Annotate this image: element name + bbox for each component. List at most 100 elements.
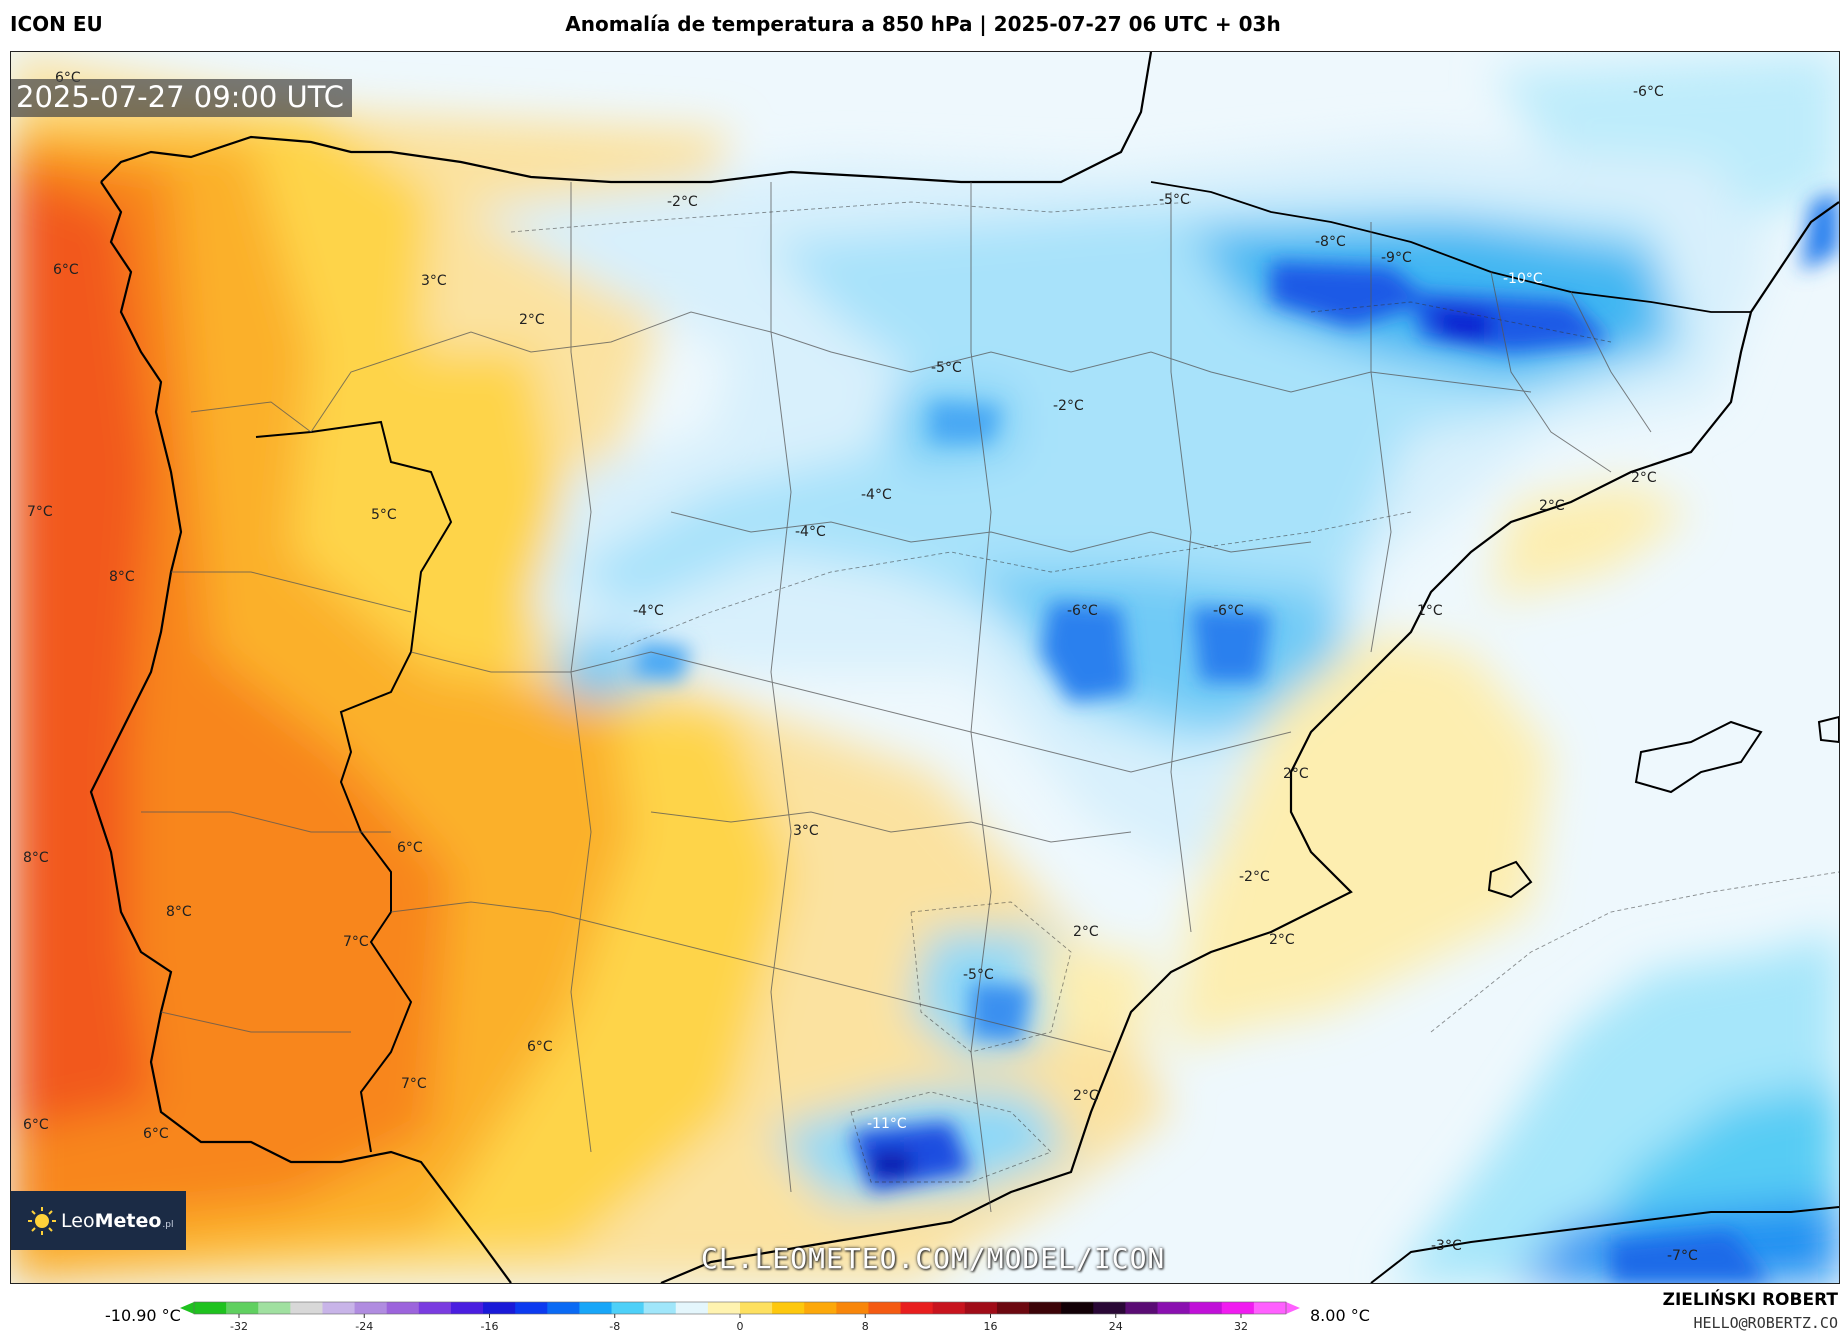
temp-label: 7°C	[27, 504, 53, 520]
coastline-north	[100, 52, 1153, 184]
temp-label: -2°C	[1239, 869, 1270, 885]
colorbar-swatch	[290, 1302, 324, 1314]
temp-label: -5°C	[931, 360, 962, 376]
temp-label: -4°C	[633, 603, 664, 619]
colorbar: -32 -24 -16 -8 0 8 16 24 32	[180, 1301, 1300, 1333]
temp-label: -5°C	[1159, 192, 1190, 208]
temp-label: 8°C	[23, 850, 49, 866]
temp-label: 3°C	[421, 273, 447, 289]
mallorca	[1634, 720, 1763, 794]
temp-label: 6°C	[23, 1117, 49, 1133]
colorbar-swatch	[996, 1302, 1030, 1314]
colorbar-swatch	[643, 1302, 677, 1314]
colorbar-swatch	[579, 1302, 613, 1314]
colorbar-swatch	[1253, 1302, 1287, 1314]
colorbar-tick-label: -24	[355, 1320, 373, 1333]
temp-label: -2°C	[667, 194, 698, 210]
temp-label: 3°C	[793, 823, 819, 839]
menorca	[1817, 715, 1839, 744]
border-spain-portugal	[255, 420, 453, 1153]
temp-label: 2°C	[1269, 932, 1295, 948]
colorbar-swatch	[707, 1302, 741, 1314]
colorbar-swatch	[515, 1302, 548, 1314]
colorbar-swatch	[386, 1302, 420, 1314]
logo-wordmark: LeoMeteo.pl	[61, 1210, 174, 1232]
temp-label: -6°C	[1633, 84, 1664, 100]
colorbar-swatch	[836, 1302, 870, 1314]
anomaly-contours	[510, 201, 1839, 1183]
coastline-west-south	[89, 181, 512, 1283]
colorbar-swatch	[1029, 1302, 1062, 1314]
temp-label: -3°C	[1431, 1238, 1462, 1254]
colorbar-swatch	[483, 1302, 516, 1314]
colorbar-swatch	[740, 1302, 773, 1314]
leometeo-logo[interactable]: LeoMeteo.pl	[11, 1191, 186, 1250]
coastline-africa	[1370, 1206, 1839, 1283]
colorbar-swatch	[611, 1302, 645, 1314]
temperature-labels: 6°C 6°C 7°C 8°C 8°C 8°C 6°C 6°C 3°C 2°C …	[23, 70, 1698, 1264]
temp-label: 8°C	[166, 904, 192, 920]
colorbar-tick-label: -32	[230, 1320, 248, 1333]
colorbar-swatch	[226, 1302, 259, 1314]
map-panel[interactable]: 6°C 6°C 7°C 8°C 8°C 8°C 6°C 6°C 3°C 2°C …	[10, 51, 1840, 1284]
colorbar-max-arrow	[1286, 1302, 1300, 1314]
map-title: Anomalía de temperatura a 850 hPa | 2025…	[565, 12, 1281, 36]
temp-label: -9°C	[1381, 250, 1412, 266]
valid-time-badge: 2025-07-27 09:00 UTC	[11, 79, 353, 117]
temp-label: 8°C	[109, 569, 135, 585]
colorbar-swatch	[900, 1302, 934, 1314]
temp-label: -6°C	[1067, 603, 1098, 619]
colorbar-swatch	[804, 1302, 837, 1314]
author-name: ZIELIŃSKI ROBERT	[1662, 1290, 1838, 1310]
temp-label: 6°C	[143, 1126, 169, 1142]
colorbar-tick-label: 0	[737, 1320, 744, 1333]
colorbar-tick-label: 32	[1234, 1320, 1248, 1333]
temp-label: 6°C	[53, 262, 79, 278]
temp-label: 6°C	[527, 1039, 553, 1055]
colorbar-swatch	[1221, 1302, 1255, 1314]
colorbar-swatch	[1189, 1302, 1223, 1314]
temp-label: 1°C	[1417, 603, 1443, 619]
colorbar-swatch	[675, 1302, 709, 1314]
colorbar-swatch	[964, 1302, 998, 1314]
temp-label: 7°C	[343, 934, 369, 950]
colorbar-tick-label: 24	[1109, 1320, 1123, 1333]
source-url-watermark: CL.LEOMETEO.COM/MODEL/ICON	[701, 1242, 1166, 1275]
model-name: ICON EU	[10, 12, 103, 36]
temp-label: 2°C	[1073, 1088, 1099, 1104]
temp-label: 2°C	[519, 312, 545, 328]
colorbar-swatch	[418, 1302, 452, 1314]
colorbar-tick-label: 8	[862, 1320, 869, 1333]
colorbar-swatch	[354, 1302, 388, 1314]
temp-label: -6°C	[1213, 603, 1244, 619]
provincial-borders	[141, 182, 1652, 1213]
colorbar-tick-label: -16	[481, 1320, 499, 1333]
temperature-anomaly-map: 6°C 6°C 7°C 8°C 8°C 8°C 6°C 6°C 3°C 2°C …	[11, 52, 1839, 1283]
colorbar-min-arrow	[180, 1302, 194, 1314]
colorbar-swatch	[772, 1302, 805, 1314]
colorbar-max-label: 8.00 °C	[1310, 1306, 1370, 1325]
temp-label: 2°C	[1283, 766, 1309, 782]
colorbar-swatch	[1125, 1302, 1159, 1314]
colorbar-swatch	[258, 1302, 291, 1314]
border-france	[1150, 181, 1751, 313]
colorbar-swatch	[547, 1302, 581, 1314]
author-email[interactable]: HELLO@ROBERTZ.CO	[1693, 1314, 1839, 1332]
colorbar-swatch	[1061, 1302, 1094, 1314]
colorbar-min-label: -10.90 °C	[105, 1306, 181, 1325]
temp-label: 5°C	[371, 507, 397, 523]
colorbar-swatch	[868, 1302, 902, 1314]
colorbar-tick-label: -8	[609, 1320, 620, 1333]
temp-label: 7°C	[401, 1076, 427, 1092]
ibiza	[1487, 860, 1533, 899]
colorbar-swatch	[1157, 1302, 1191, 1314]
colorbar-swatch	[450, 1302, 484, 1314]
temp-label: 2°C	[1073, 924, 1099, 940]
temp-label: -4°C	[795, 524, 826, 540]
temp-label: 6°C	[397, 840, 423, 856]
temp-label: 2°C	[1539, 498, 1565, 514]
coastline-east	[660, 201, 1839, 1283]
colorbar-swatch	[322, 1302, 356, 1314]
temp-label: 2°C	[1631, 470, 1657, 486]
temp-label: -4°C	[861, 487, 892, 503]
